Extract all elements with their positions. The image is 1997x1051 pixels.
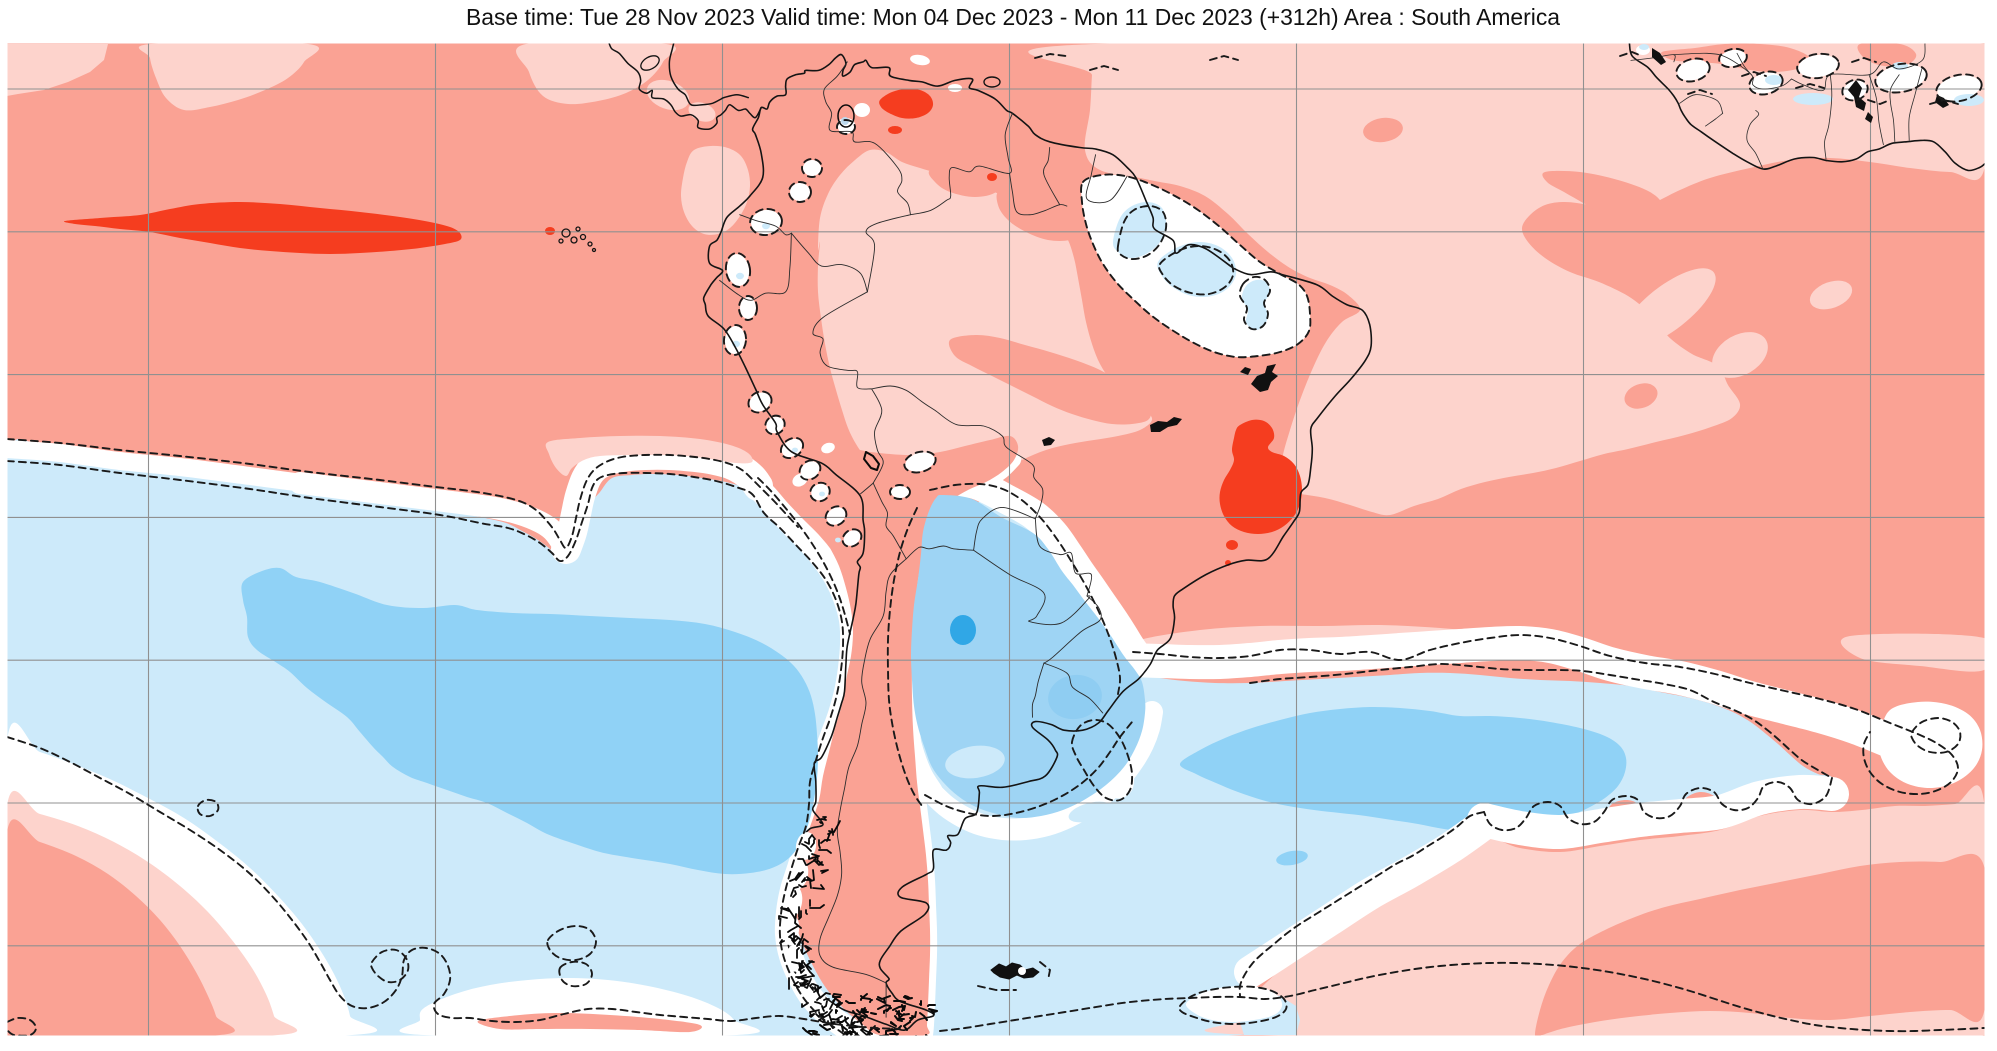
svg-text:Base time: Tue 28 Nov 2023 Val: Base time: Tue 28 Nov 2023 Valid time: M… bbox=[466, 4, 1560, 30]
